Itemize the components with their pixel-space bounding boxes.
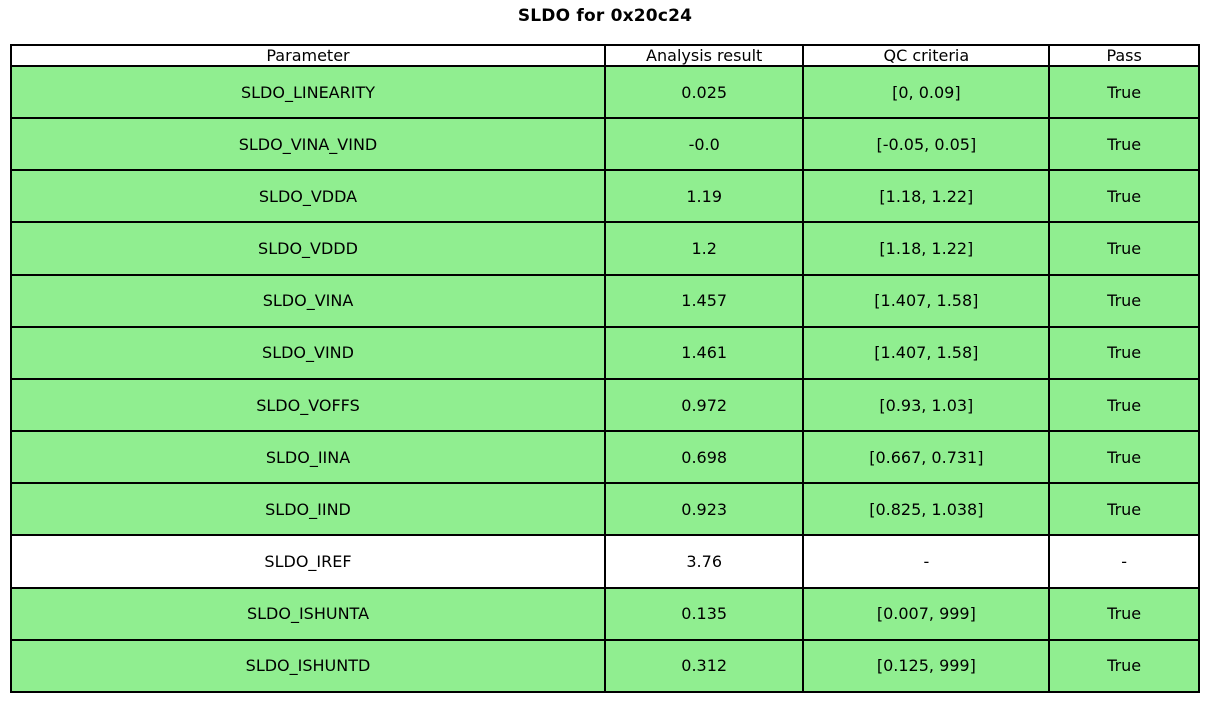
table-header: Parameter Analysis result QC criteria Pa…	[10, 44, 1200, 67]
cell-parameter: SLDO_VINA	[10, 273, 606, 328]
cell-qc-criteria: -	[802, 534, 1051, 589]
cell-pass: True	[1048, 273, 1200, 328]
table-body: SLDO_LINEARITY 0.025 [0, 0.09] True SLDO…	[10, 64, 1200, 694]
header-parameter: Parameter	[10, 44, 606, 67]
cell-qc-criteria: [-0.05, 0.05]	[802, 117, 1051, 172]
qc-results-table: Parameter Analysis result QC criteria Pa…	[10, 44, 1200, 694]
cell-parameter: SLDO_VOFFS	[10, 377, 606, 433]
table-row: SLDO_IREF 3.76 - -	[10, 534, 1200, 589]
header-qc-criteria: QC criteria	[802, 44, 1051, 67]
table-row: SLDO_ISHUNTD 0.312 [0.125, 999] True	[10, 638, 1200, 694]
cell-qc-criteria: [1.18, 1.22]	[802, 169, 1051, 224]
cell-qc-criteria: [0.93, 1.03]	[802, 377, 1051, 433]
cell-analysis-result: 0.698	[603, 430, 805, 485]
header-pass: Pass	[1048, 44, 1200, 67]
table-row: SLDO_ISHUNTA 0.135 [0.007, 999] True	[10, 586, 1200, 641]
cell-qc-criteria: [0.007, 999]	[802, 586, 1051, 641]
cell-pass: -	[1048, 534, 1200, 589]
cell-analysis-result: -0.0	[603, 117, 805, 172]
cell-pass: True	[1048, 325, 1200, 380]
cell-analysis-result: 0.025	[603, 64, 805, 120]
cell-analysis-result: 1.19	[603, 169, 805, 224]
cell-parameter: SLDO_IIND	[10, 482, 606, 537]
cell-qc-criteria: [1.407, 1.58]	[802, 273, 1051, 328]
table-row: SLDO_IINA 0.698 [0.667, 0.731] True	[10, 430, 1200, 485]
cell-qc-criteria: [0, 0.09]	[802, 64, 1051, 120]
cell-analysis-result: 0.135	[603, 586, 805, 641]
cell-pass: True	[1048, 377, 1200, 433]
cell-parameter: SLDO_LINEARITY	[10, 64, 606, 120]
cell-pass: True	[1048, 64, 1200, 120]
table-row: SLDO_VDDD 1.2 [1.18, 1.22] True	[10, 221, 1200, 276]
cell-qc-criteria: [1.18, 1.22]	[802, 221, 1051, 276]
table-row: SLDO_VINA_VIND -0.0 [-0.05, 0.05] True	[10, 117, 1200, 172]
cell-analysis-result: 3.76	[603, 534, 805, 589]
header-analysis-result: Analysis result	[603, 44, 805, 67]
cell-parameter: SLDO_VIND	[10, 325, 606, 380]
cell-qc-criteria: [0.125, 999]	[802, 638, 1051, 694]
cell-qc-criteria: [1.407, 1.58]	[802, 325, 1051, 380]
cell-analysis-result: 0.923	[603, 482, 805, 537]
header-row: Parameter Analysis result QC criteria Pa…	[10, 44, 1200, 67]
cell-analysis-result: 1.457	[603, 273, 805, 328]
cell-analysis-result: 1.461	[603, 325, 805, 380]
cell-qc-criteria: [0.667, 0.731]	[802, 430, 1051, 485]
table-row: SLDO_LINEARITY 0.025 [0, 0.09] True	[10, 64, 1200, 120]
table-row: SLDO_VINA 1.457 [1.407, 1.58] True	[10, 273, 1200, 328]
cell-pass: True	[1048, 586, 1200, 641]
cell-pass: True	[1048, 482, 1200, 537]
cell-parameter: SLDO_IREF	[10, 534, 606, 589]
table-row: SLDO_IIND 0.923 [0.825, 1.038] True	[10, 482, 1200, 537]
cell-analysis-result: 0.312	[603, 638, 805, 694]
cell-analysis-result: 1.2	[603, 221, 805, 276]
table-row: SLDO_VIND 1.461 [1.407, 1.58] True	[10, 325, 1200, 380]
cell-parameter: SLDO_ISHUNTD	[10, 638, 606, 694]
cell-parameter: SLDO_VINA_VIND	[10, 117, 606, 172]
cell-qc-criteria: [0.825, 1.038]	[802, 482, 1051, 537]
table-row: SLDO_VOFFS 0.972 [0.93, 1.03] True	[10, 377, 1200, 433]
cell-pass: True	[1048, 221, 1200, 276]
cell-pass: True	[1048, 169, 1200, 224]
cell-parameter: SLDO_ISHUNTA	[10, 586, 606, 641]
cell-pass: True	[1048, 430, 1200, 485]
cell-parameter: SLDO_IINA	[10, 430, 606, 485]
cell-pass: True	[1048, 117, 1200, 172]
cell-parameter: SLDO_VDDA	[10, 169, 606, 224]
cell-parameter: SLDO_VDDD	[10, 221, 606, 276]
table-row: SLDO_VDDA 1.19 [1.18, 1.22] True	[10, 169, 1200, 224]
cell-pass: True	[1048, 638, 1200, 694]
cell-analysis-result: 0.972	[603, 377, 805, 433]
figure-title: SLDO for 0x20c24	[517, 6, 693, 26]
